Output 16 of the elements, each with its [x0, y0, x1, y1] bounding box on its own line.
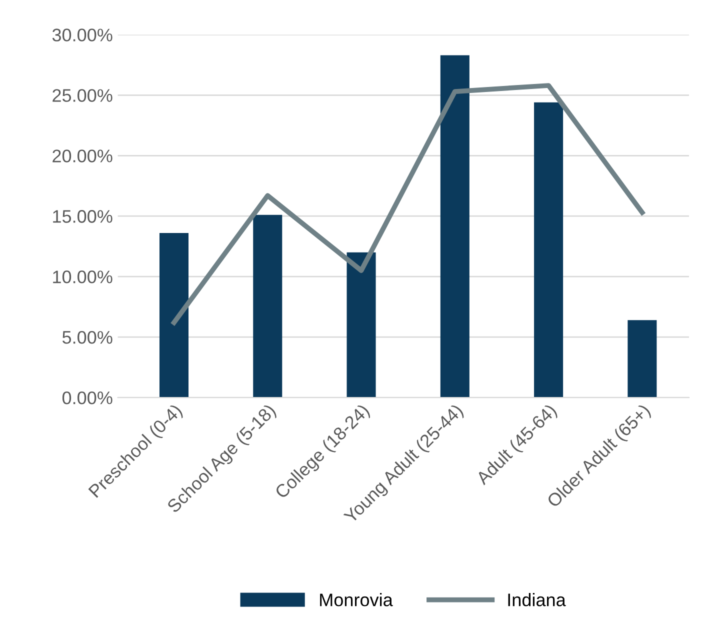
- y-tick-label: 0.00%: [62, 391, 112, 404]
- legend-label: Indiana: [508, 593, 566, 606]
- y-tick-label: 15.00%: [53, 210, 112, 223]
- line-series: [172, 83, 645, 325]
- bar: [159, 233, 189, 398]
- bar: [534, 102, 564, 398]
- legend-label: Monrovia: [320, 593, 393, 606]
- bar: [346, 252, 376, 398]
- y-tick-label: 5.00%: [62, 330, 112, 344]
- y-tick-label: 10.00%: [53, 270, 112, 284]
- y-tick-label: 25.00%: [52, 89, 112, 102]
- bar: [440, 55, 470, 398]
- y-tick-label: 30.00%: [52, 28, 112, 42]
- y-tick-label: 20.00%: [52, 150, 112, 162]
- bar: [628, 320, 657, 398]
- bar: [253, 214, 282, 398]
